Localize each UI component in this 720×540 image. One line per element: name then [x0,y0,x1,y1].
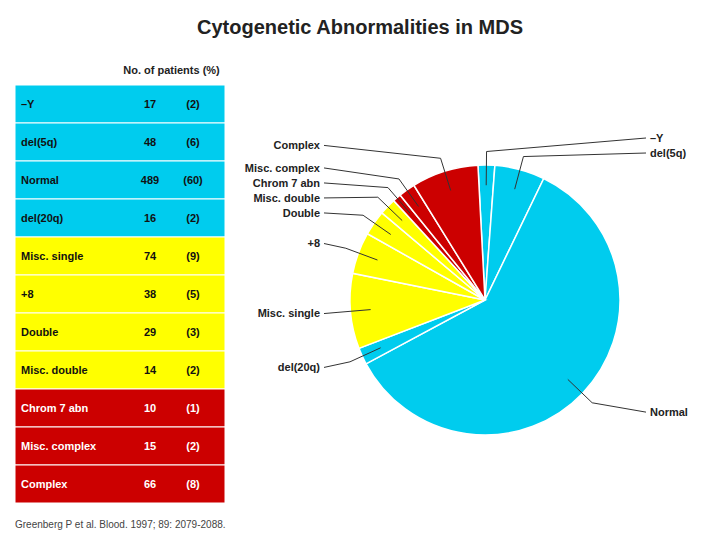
table-header: No. of patients (%) [123,64,220,76]
table-row: Double 29 (3) [15,313,225,351]
table-percent: (2) [186,364,200,376]
slice-label: del(20q) [278,361,321,373]
table-count: 489 [141,174,159,186]
table-percent: (1) [186,402,200,414]
pie-labels: –Y del(5q) Normal del(20q) Misc. single +8 Dou… [245,132,688,418]
citation: Greenberg P et al. Blood. 1997; 89: 2079… [15,519,226,530]
leader-line [515,153,646,189]
table-row: Chrom 7 abn 10 (1) [15,389,225,427]
table-label: Complex [21,478,68,490]
leader-line [324,183,410,213]
table-label: Misc. double [21,364,88,376]
slice-label: –Y [650,132,664,144]
table-row-background [15,427,225,465]
table-percent: (2) [186,212,200,224]
table-count: 38 [144,288,156,300]
table-row: +8 38 (5) [15,275,225,313]
table-count: 48 [144,136,156,148]
table-count: 74 [144,250,157,262]
leader-line [324,213,391,235]
table-percent: (3) [186,326,200,338]
table-percent: (60) [183,174,203,186]
slice-label: Normal [650,406,688,418]
table-percent: (2) [186,440,200,452]
table-count: 16 [144,212,156,224]
table-row: Misc. double 14 (2) [15,351,225,389]
table: No. of patients (%) –Y 17 (2) del(5q) 48 (6) No… [15,64,225,503]
table-percent: (8) [186,478,200,490]
table-row: del(20q) 16 (2) [15,199,225,237]
leader-line [324,244,377,260]
table-row: Normal 489 (60) [15,161,225,199]
title: Cytogenetic Abnormalities in MDS [197,16,523,38]
leader-line [324,348,381,368]
table-row-background [15,237,225,275]
table-percent: (9) [186,250,200,262]
table-row: –Y 17 (2) [15,85,225,123]
slice-label: Misc. single [258,307,320,319]
table-row: del(5q) 48 (6) [15,123,225,161]
table-count: 66 [144,478,156,490]
table-row: Misc. single 74 (9) [15,237,225,275]
table-row-background [15,351,225,389]
table-row-background [15,465,225,503]
table-row-background [15,161,225,199]
leader-line [486,138,646,185]
table-label: Double [21,326,58,338]
slice-label: Complex [274,139,321,151]
slice-label: Double [283,207,320,219]
table-row: Complex 66 (8) [15,465,225,503]
table-label: Misc. single [21,250,83,262]
slice-label: Chrom 7 abn [253,177,321,189]
table-count: 14 [144,364,157,376]
table-row-background [15,199,225,237]
table-label: Misc. complex [21,440,97,452]
leader-line [324,310,371,314]
table-label: +8 [21,288,34,300]
table-row-background [15,85,225,123]
table-percent: (5) [186,288,200,300]
leader-line [324,145,451,190]
table-label: –Y [21,98,35,110]
table-count: 17 [144,98,156,110]
table-row-background [15,275,225,313]
table-percent: (2) [186,98,200,110]
table-label: del(5q) [21,136,57,148]
leader-line [324,197,402,220]
table-label: Chrom 7 abn [21,402,89,414]
pie [350,165,620,435]
slice-label: Misc. double [253,192,320,204]
table-count: 10 [144,402,156,414]
table-row: Misc. complex 15 (2) [15,427,225,465]
table-percent: (6) [186,136,200,148]
slice-label: del(5q) [650,147,686,159]
table-row-background [15,389,225,427]
table-label: Normal [21,174,59,186]
table-row-background [15,123,225,161]
table-row-background [15,313,225,351]
leader-line [324,168,419,207]
leader-line [568,379,646,412]
table-count: 15 [144,440,156,452]
slice-label: +8 [307,237,320,249]
table-count: 29 [144,326,156,338]
table-label: del(20q) [21,212,64,224]
slice-label: Misc. complex [245,162,321,174]
chart: Cytogenetic Abnormalities in MDS No. of p… [0,0,720,540]
